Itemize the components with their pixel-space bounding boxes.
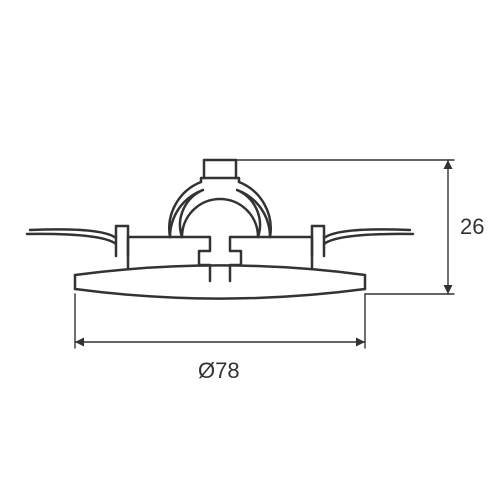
dim-width-label: Ø78 [198, 358, 240, 383]
technical-drawing: Ø78 26 [0, 0, 500, 500]
dim-height-label: 26 [460, 214, 484, 239]
